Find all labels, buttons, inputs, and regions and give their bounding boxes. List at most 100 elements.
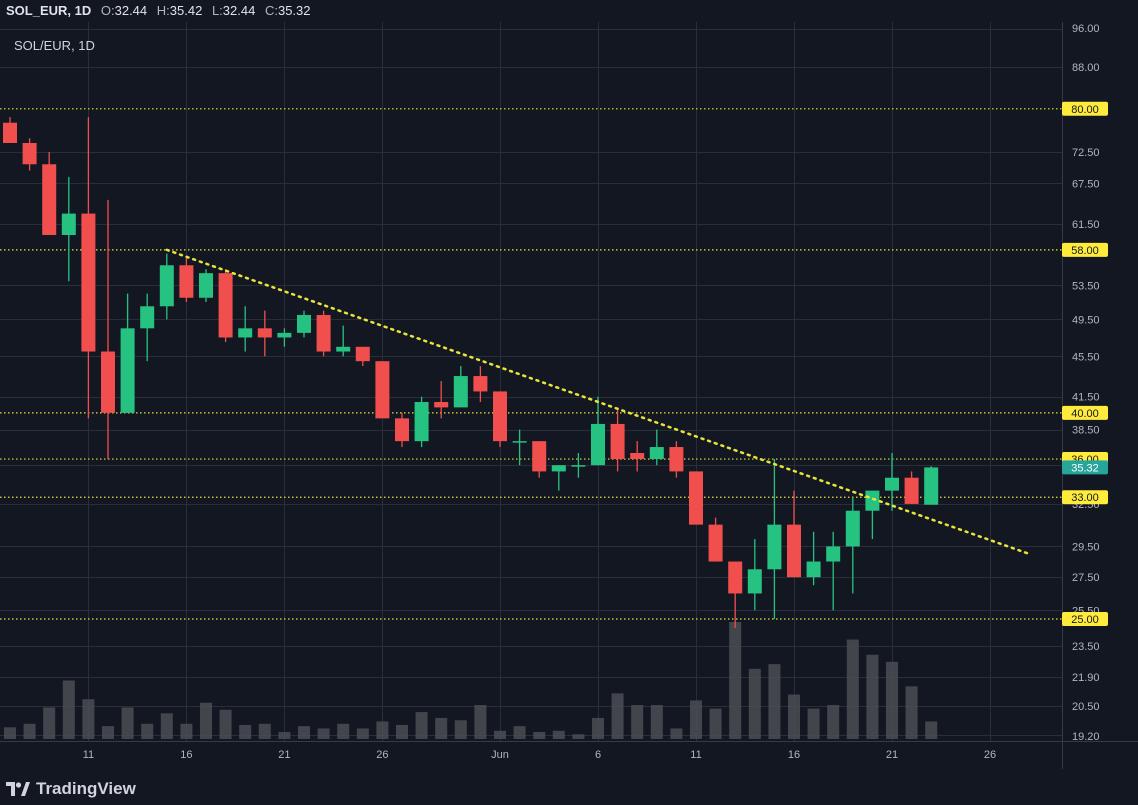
price-tick-label: 49.50 bbox=[1072, 314, 1100, 326]
volume-bar bbox=[141, 723, 154, 739]
time-tick-label: 26 bbox=[984, 749, 996, 761]
volume-bar bbox=[415, 712, 428, 739]
volume-bar bbox=[43, 707, 56, 739]
volume-bar bbox=[905, 686, 918, 739]
price-tick-label: 96.00 bbox=[1072, 23, 1100, 35]
time-tick-label: 21 bbox=[278, 749, 290, 761]
price-badge-label: 25.00 bbox=[1071, 614, 1099, 626]
price-tick-label: 45.50 bbox=[1072, 351, 1100, 363]
candle-body bbox=[316, 314, 331, 352]
candle-body bbox=[630, 453, 645, 460]
candle-body bbox=[787, 524, 801, 578]
volume-bar bbox=[317, 728, 330, 739]
price-tick-label: 19.20 bbox=[1072, 731, 1100, 743]
volume-bar bbox=[219, 709, 232, 739]
price-badge-label: 33.00 bbox=[1071, 492, 1099, 504]
tradingview-logo[interactable]: TradingView bbox=[6, 779, 136, 799]
candle-body bbox=[355, 346, 370, 362]
candle-body bbox=[61, 213, 76, 235]
volume-bar bbox=[748, 668, 761, 739]
price-tick-label: 23.50 bbox=[1072, 641, 1100, 653]
candle-body bbox=[277, 332, 292, 338]
brand-name: TradingView bbox=[36, 779, 136, 798]
volume-bar bbox=[494, 730, 506, 739]
trendline[interactable] bbox=[165, 248, 1031, 556]
time-axis[interactable]: 11 16 21 26 Jun 6 11 16 21 26 bbox=[83, 749, 996, 761]
candle-body bbox=[336, 346, 351, 352]
open-value: 32.44 bbox=[114, 3, 148, 18]
volume-bar bbox=[23, 723, 36, 739]
candles bbox=[3, 117, 939, 628]
candle-body bbox=[375, 361, 390, 419]
volume-bar bbox=[513, 726, 526, 739]
volume-bar bbox=[709, 708, 722, 739]
candle-body bbox=[924, 467, 939, 505]
candle-body bbox=[512, 441, 527, 443]
price-tick-label: 72.50 bbox=[1072, 147, 1100, 159]
volume-bar bbox=[82, 699, 95, 739]
price-tick-label: 21.90 bbox=[1072, 672, 1100, 684]
footer: TradingView bbox=[0, 769, 1138, 805]
candle-body bbox=[669, 447, 684, 472]
volume-bar bbox=[356, 728, 369, 739]
volume-bar bbox=[239, 724, 252, 739]
candle-body bbox=[551, 465, 566, 472]
candle-body bbox=[453, 376, 468, 408]
price-badge-label: 80.00 bbox=[1071, 104, 1099, 116]
candle-body bbox=[532, 441, 547, 472]
low-label: L: bbox=[211, 3, 223, 18]
volume-bar bbox=[533, 731, 546, 739]
volume-bar bbox=[788, 694, 800, 739]
candle-body bbox=[885, 477, 899, 491]
price-badge-label: 58.00 bbox=[1071, 245, 1099, 257]
volume-bar bbox=[690, 700, 702, 739]
chart-title: SOL/EUR, 1D bbox=[14, 38, 95, 53]
candle-body bbox=[845, 510, 860, 547]
candle-body bbox=[865, 490, 880, 511]
candle-body bbox=[120, 328, 135, 413]
horizontal-levels[interactable] bbox=[0, 108, 1062, 620]
price-tick-label: 61.50 bbox=[1072, 219, 1100, 231]
candle-body bbox=[238, 328, 253, 338]
symbol-interval[interactable]: SOL_EUR, 1D bbox=[6, 3, 92, 18]
candle-body bbox=[414, 402, 429, 442]
volume-bar bbox=[376, 721, 389, 739]
volume-bar bbox=[592, 717, 604, 739]
volume-bar bbox=[552, 730, 565, 739]
volume-bar bbox=[572, 734, 585, 739]
price-badge bbox=[1062, 242, 1108, 257]
high-value: 35.42 bbox=[169, 3, 203, 18]
high-label: H: bbox=[156, 3, 170, 18]
candle-body bbox=[257, 328, 272, 338]
candle-body bbox=[101, 351, 115, 413]
volume-bar bbox=[4, 727, 16, 739]
candle-body bbox=[42, 164, 57, 235]
candle-body bbox=[179, 265, 194, 298]
price-tick-label: 29.50 bbox=[1072, 541, 1100, 553]
volume-bars bbox=[4, 622, 938, 739]
volume-bar bbox=[611, 693, 624, 739]
price-badge bbox=[1062, 612, 1108, 626]
volume-bar bbox=[474, 705, 487, 739]
price-chart[interactable]: 19.2020.5021.9023.5025.5027.5029.5032.50… bbox=[0, 22, 1138, 769]
candle-body bbox=[218, 273, 233, 338]
candle-body bbox=[708, 524, 723, 562]
axes bbox=[0, 22, 1138, 769]
volume-bar bbox=[160, 713, 173, 739]
volume-bar bbox=[200, 702, 212, 739]
price-badge-label: 35.32 bbox=[1071, 462, 1099, 474]
open-label: O: bbox=[100, 3, 115, 18]
volume-bar bbox=[650, 705, 663, 739]
close-value: 35.32 bbox=[277, 3, 311, 18]
candle-body bbox=[493, 391, 507, 442]
chart-background bbox=[0, 22, 1138, 769]
time-tick-label: 11 bbox=[83, 749, 94, 761]
candle-body bbox=[610, 423, 625, 460]
price-tick-label: 38.50 bbox=[1072, 425, 1100, 437]
candle-body bbox=[22, 143, 37, 165]
volume-bar bbox=[435, 717, 448, 739]
candle-body bbox=[571, 465, 586, 467]
volume-bar bbox=[807, 708, 820, 739]
volume-bar bbox=[846, 639, 859, 739]
